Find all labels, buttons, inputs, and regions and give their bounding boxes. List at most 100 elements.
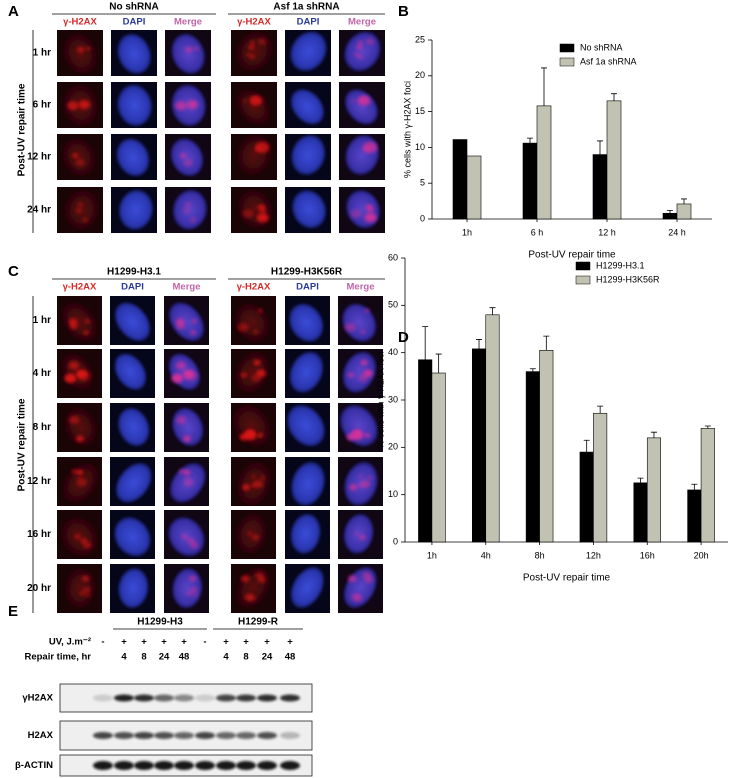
x-tick-label: 12h [586, 550, 601, 560]
error-bar [611, 93, 617, 101]
nucleus [117, 33, 151, 74]
bar [700, 428, 715, 543]
focus [68, 361, 80, 370]
focus [344, 322, 356, 332]
bar [676, 203, 692, 220]
column-label: DAPI [296, 282, 319, 293]
focus [252, 534, 259, 541]
legend-swatch [559, 43, 575, 53]
error-bar [597, 405, 604, 414]
micrograph-content [172, 568, 203, 609]
micrograph-content [65, 407, 97, 447]
repair-time: 8 [243, 652, 248, 663]
focus [260, 475, 266, 481]
panel-label: D [398, 329, 409, 346]
focus [182, 435, 191, 442]
focus [364, 432, 371, 438]
micrograph [57, 403, 102, 452]
column-label: DAPI [297, 17, 320, 28]
micrograph [110, 403, 155, 452]
focus [257, 308, 263, 313]
nucleus [114, 302, 151, 342]
blot-band [134, 732, 154, 739]
x-tick-label: 1h [427, 550, 437, 560]
focus [256, 212, 269, 223]
micrograph-content [114, 517, 151, 557]
focus [185, 46, 193, 53]
panel-label: E [8, 603, 18, 620]
focus [75, 158, 85, 167]
repair-time: 4 [223, 652, 229, 663]
group-header: H1299-H3K56R [271, 267, 343, 278]
focus [183, 478, 194, 487]
bar [593, 412, 608, 543]
focus [79, 590, 86, 596]
blot-band [195, 761, 215, 770]
bar [579, 451, 594, 543]
micrograph [231, 564, 276, 613]
bar [485, 314, 500, 543]
focus [257, 38, 267, 46]
micrograph-content [291, 461, 325, 506]
bar [471, 348, 487, 543]
focus [183, 369, 195, 379]
micrograph [338, 457, 383, 506]
micrograph [164, 457, 209, 506]
micrograph-content [342, 303, 377, 342]
micrograph [165, 134, 211, 180]
micrograph-content [116, 138, 150, 177]
repair-time: 24 [159, 652, 170, 663]
nucleus [171, 33, 205, 74]
uv-sign: + [121, 637, 127, 648]
nucleus [290, 31, 327, 72]
micrograph-content [115, 462, 152, 503]
uv-label: UV, J.m⁻² [49, 637, 91, 648]
blot-band [216, 761, 236, 770]
focus [360, 329, 366, 334]
error-bar [529, 368, 536, 372]
focus [78, 99, 91, 110]
focus [178, 469, 185, 474]
focus [259, 207, 267, 214]
focus [242, 484, 250, 491]
focus [364, 212, 377, 223]
x-tick-label: 6 h [531, 227, 544, 237]
micrograph-content [344, 31, 381, 72]
micrograph [285, 82, 331, 128]
blot-band [280, 732, 300, 739]
group-header: No shRNA [109, 2, 158, 13]
nucleus [235, 351, 270, 393]
y-tick-label: 10 [388, 489, 398, 499]
micrograph [231, 457, 276, 506]
column-label: Merge [348, 17, 376, 28]
side-label: Post-UV repair time [17, 83, 28, 176]
blot-band [93, 732, 113, 739]
bar [536, 105, 552, 220]
bar [431, 372, 446, 543]
error-bar [597, 140, 603, 155]
focus [367, 204, 374, 210]
nucleus [287, 404, 325, 447]
micrograph [164, 349, 209, 398]
micrograph [231, 187, 277, 233]
blot-band [195, 694, 215, 702]
micrograph [110, 457, 155, 506]
focus [76, 469, 82, 475]
micrograph-content [61, 353, 94, 391]
uv-sign: + [181, 637, 187, 648]
error-bar [476, 339, 483, 349]
error-bar [583, 439, 590, 453]
focus [259, 204, 266, 210]
focus [365, 38, 375, 46]
focus [191, 319, 198, 324]
micrograph [111, 134, 157, 180]
micrograph-content [170, 138, 204, 177]
nucleus [291, 134, 326, 175]
focus [75, 435, 84, 442]
micrograph-content [289, 351, 324, 393]
blot-band [257, 761, 277, 770]
repair-time: 48 [179, 652, 190, 663]
focus [77, 202, 83, 207]
micrograph-content [168, 353, 201, 391]
